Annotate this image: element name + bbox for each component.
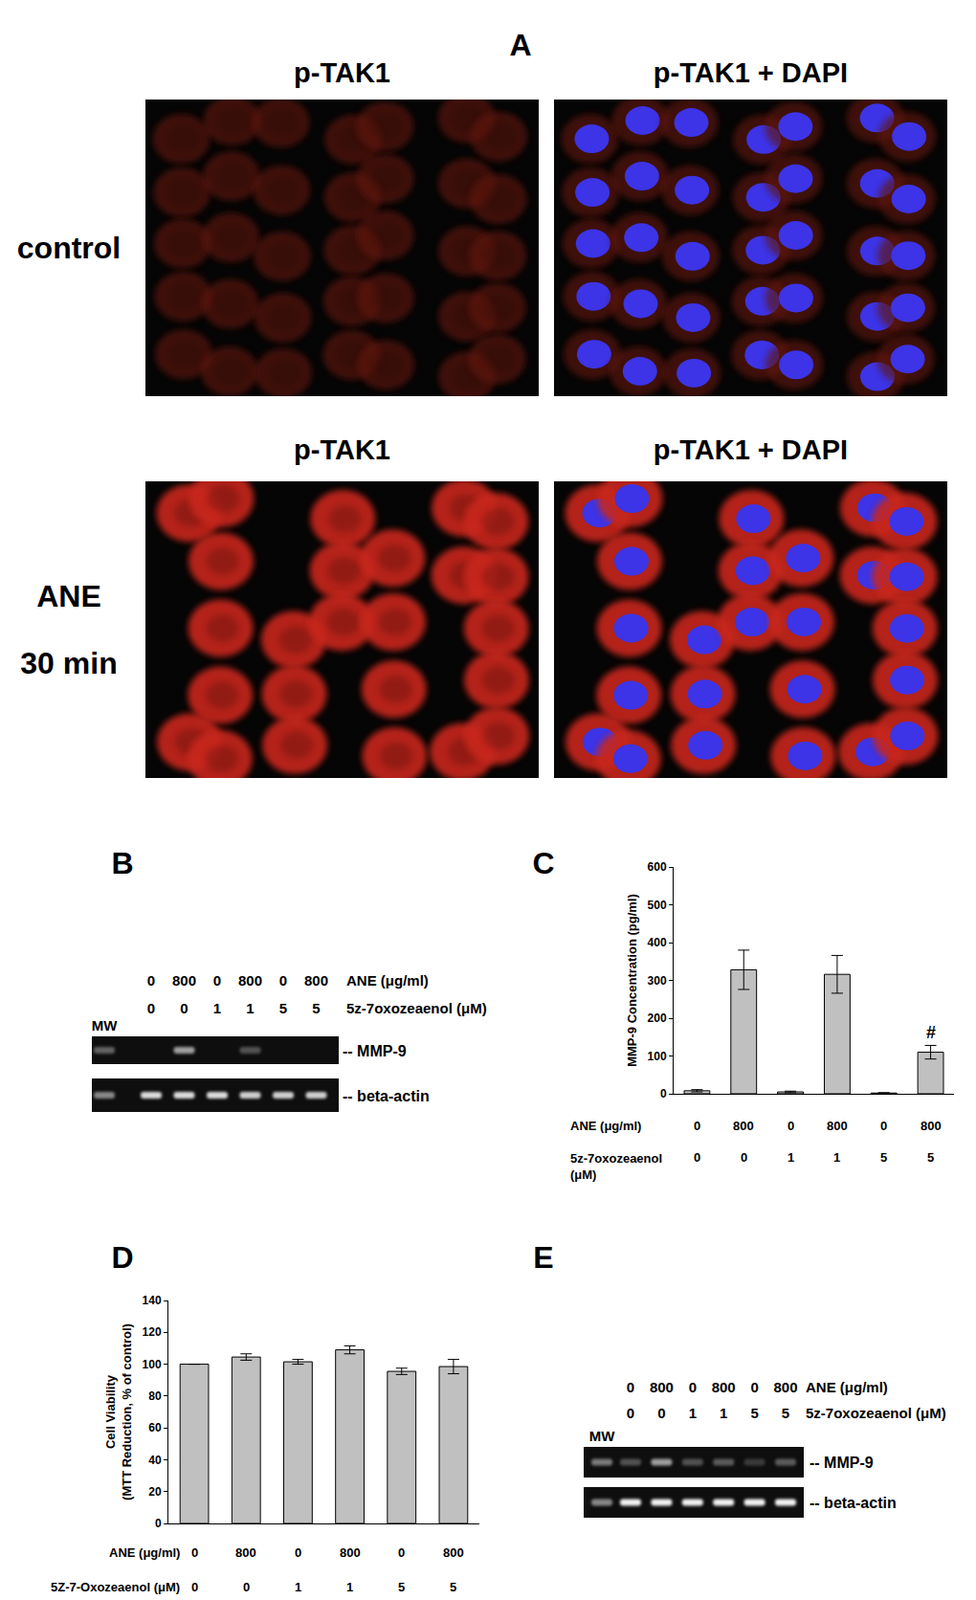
svg-text:5Z-7-Oxozeaenol (μM): 5Z-7-Oxozeaenol (μM)	[50, 1579, 180, 1595]
svg-text:800: 800	[443, 1545, 465, 1560]
svg-text:ANE (μg/ml): ANE (μg/ml)	[570, 1118, 642, 1133]
svg-text:1: 1	[245, 999, 254, 1017]
svg-text:800: 800	[304, 972, 329, 989]
svg-text:0: 0	[688, 1378, 697, 1396]
svg-text:1: 1	[688, 1404, 697, 1421]
svg-text:800: 800	[732, 1118, 755, 1133]
svg-text:E: E	[532, 1240, 554, 1275]
svg-text:p-TAK1: p-TAK1	[293, 434, 391, 466]
svg-text:800: 800	[711, 1378, 736, 1396]
svg-text:0: 0	[147, 999, 156, 1017]
svg-text:1: 1	[719, 1404, 728, 1421]
svg-text:5: 5	[449, 1579, 457, 1595]
svg-text:5: 5	[781, 1404, 790, 1421]
svg-text:1: 1	[294, 1579, 302, 1595]
svg-text:0: 0	[626, 1404, 635, 1421]
svg-text:140: 140	[142, 1293, 162, 1308]
svg-text:0: 0	[398, 1545, 405, 1560]
svg-text:0: 0	[787, 1118, 795, 1133]
svg-text:#: #	[926, 1022, 936, 1043]
svg-text:0: 0	[191, 1579, 199, 1595]
svg-text:0: 0	[740, 1150, 748, 1165]
svg-text:400: 400	[647, 935, 667, 950]
svg-text:30 min: 30 min	[20, 645, 117, 681]
svg-text:p-TAK1 + DAPI: p-TAK1 + DAPI	[653, 434, 848, 466]
svg-text:800: 800	[339, 1545, 361, 1560]
svg-text:1: 1	[346, 1579, 354, 1595]
svg-text:-- MMP-9: -- MMP-9	[342, 1042, 407, 1060]
svg-text:1: 1	[787, 1150, 795, 1165]
svg-text:0: 0	[693, 1150, 701, 1165]
svg-text:0: 0	[155, 1516, 162, 1531]
svg-text:5: 5	[880, 1150, 888, 1165]
svg-text:800: 800	[235, 1545, 257, 1560]
svg-text:200: 200	[647, 1011, 667, 1025]
svg-text:20: 20	[148, 1485, 162, 1499]
svg-text:300: 300	[647, 974, 667, 988]
svg-text:0: 0	[191, 1545, 199, 1560]
svg-text:0: 0	[179, 999, 188, 1017]
svg-text:p-TAK1 + DAPI: p-TAK1 + DAPI	[653, 57, 848, 89]
svg-text:5: 5	[927, 1150, 934, 1165]
svg-text:0: 0	[880, 1118, 888, 1133]
svg-text:120: 120	[142, 1325, 162, 1339]
svg-text:0: 0	[660, 1086, 667, 1101]
svg-text:C: C	[532, 845, 555, 881]
svg-text:5z-7oxozeaenol (μM): 5z-7oxozeaenol (μM)	[346, 999, 488, 1017]
svg-text:0: 0	[294, 1545, 302, 1560]
svg-text:ANE (μg/ml): ANE (μg/ml)	[346, 972, 429, 989]
svg-text:-- beta-actin: -- beta-actin	[809, 1494, 897, 1511]
svg-text:ANE: ANE	[36, 578, 102, 614]
svg-text:-- beta-actin: -- beta-actin	[342, 1087, 430, 1105]
svg-text:ANE (μg/ml): ANE (μg/ml)	[109, 1545, 180, 1560]
svg-text:1: 1	[213, 999, 222, 1017]
svg-text:0: 0	[626, 1378, 635, 1396]
svg-text:B: B	[110, 845, 134, 881]
svg-text:ANE (μg/ml): ANE (μg/ml)	[805, 1378, 888, 1396]
svg-text:Cell Viability(MTT Reduction,: Cell Viability(MTT Reduction, % of contr…	[103, 1323, 134, 1501]
svg-text:800: 800	[826, 1118, 848, 1133]
svg-text:5z-7oxozeaenol (μM): 5z-7oxozeaenol (μM)	[805, 1404, 947, 1421]
svg-text:p-TAK1: p-TAK1	[293, 57, 391, 89]
svg-text:60: 60	[148, 1420, 162, 1435]
svg-text:5: 5	[398, 1579, 405, 1595]
svg-text:0: 0	[657, 1404, 666, 1421]
svg-text:5: 5	[279, 999, 288, 1017]
svg-text:800: 800	[920, 1118, 942, 1133]
svg-text:80: 80	[148, 1389, 162, 1403]
svg-text:5: 5	[311, 999, 320, 1017]
svg-text:0: 0	[243, 1579, 250, 1595]
svg-text:0: 0	[213, 972, 222, 989]
svg-text:800: 800	[172, 972, 197, 989]
svg-text:40: 40	[148, 1453, 162, 1467]
svg-text:MW: MW	[91, 1017, 118, 1034]
svg-text:500: 500	[647, 898, 667, 912]
svg-text:5: 5	[750, 1404, 758, 1421]
svg-text:0: 0	[147, 972, 156, 989]
svg-text:5z-7oxozeaenol(μM): 5z-7oxozeaenol(μM)	[570, 1151, 663, 1182]
svg-text:D: D	[110, 1240, 134, 1275]
svg-text:MW: MW	[589, 1427, 616, 1444]
svg-text:-- MMP-9: -- MMP-9	[809, 1454, 874, 1471]
svg-text:MMP-9 Concentration (pg/ml): MMP-9 Concentration (pg/ml)	[624, 893, 640, 1067]
svg-text:0: 0	[750, 1378, 758, 1396]
svg-text:800: 800	[773, 1378, 798, 1396]
svg-text:A: A	[509, 27, 532, 63]
svg-text:0: 0	[693, 1118, 701, 1133]
svg-text:800: 800	[238, 972, 263, 989]
svg-text:0: 0	[279, 972, 288, 989]
svg-text:100: 100	[142, 1357, 162, 1372]
svg-text:control: control	[17, 230, 121, 266]
svg-text:100: 100	[647, 1049, 667, 1064]
svg-text:600: 600	[647, 860, 667, 874]
svg-text:800: 800	[649, 1378, 674, 1396]
svg-text:1: 1	[833, 1150, 841, 1165]
